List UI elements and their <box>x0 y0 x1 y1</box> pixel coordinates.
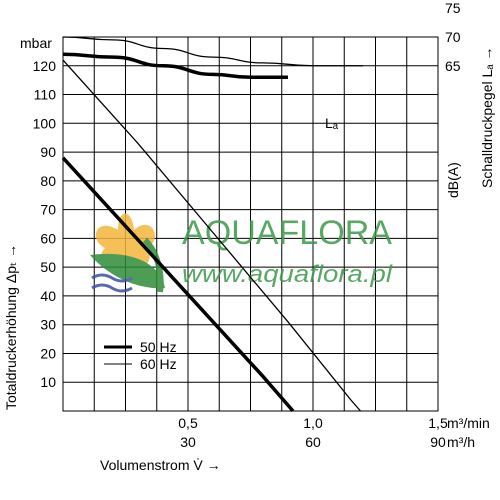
y-tick-label: 110 <box>34 87 57 103</box>
x-tick-label-1: 1,0 <box>303 415 323 431</box>
logo-stem-icon <box>142 237 164 293</box>
grid <box>63 37 438 411</box>
y-axis-label: Totaldruckerhöhung Δpₜ → <box>3 244 19 410</box>
noise-curve-50hz <box>62 52 288 80</box>
watermark-brand: AQUAFLORA <box>182 214 392 252</box>
y-tick-label: 50 <box>40 259 56 275</box>
pressure-curve-60hz <box>62 59 361 412</box>
plot-frame <box>62 36 439 412</box>
right-tick-label: 75 <box>445 0 461 16</box>
x-tick-label-2: 60 <box>305 434 321 450</box>
y-tick-label: 100 <box>33 115 57 131</box>
right-tick-labels: 65 70 75 <box>445 0 461 74</box>
y-tick-label: 10 <box>40 374 56 390</box>
pressure-curve-50hz <box>61 156 295 413</box>
series-group <box>61 36 363 413</box>
right-tick-label: 70 <box>445 29 461 45</box>
x-tick-label-1: 1,5 <box>428 415 448 431</box>
logo-wave-icon <box>91 273 133 293</box>
watermark-url: www.aquaflora.pl <box>182 261 393 288</box>
y-tick-label: 90 <box>40 144 56 160</box>
y-tick-label: 20 <box>40 345 56 361</box>
y-tick-label: 60 <box>40 230 56 246</box>
x-tick-label-2: 30 <box>180 434 196 450</box>
right-tick-label: 65 <box>445 58 461 74</box>
y-tick-label: 30 <box>40 317 56 333</box>
x-unit-1: m³/min <box>447 415 490 431</box>
aquaflora-logo <box>90 213 165 293</box>
legend-label-60hz: 60 Hz <box>140 356 177 372</box>
y-tick-label: 80 <box>40 173 56 189</box>
legend: 50 Hz 60 Hz <box>104 339 177 372</box>
x-tick-labels: 0,5 1,0 1,5 30 60 90 <box>178 415 448 450</box>
right-axis-label: Schalldruckpegel Lₐ → <box>479 47 495 188</box>
right-unit: dB(A) <box>445 162 461 198</box>
noise-curve-60hz <box>62 36 363 67</box>
y-tick-label: 70 <box>40 202 56 218</box>
y-tick-labels: 10 20 30 40 50 60 70 80 90 100 110 120 <box>33 58 57 390</box>
x-tick-label-1: 0,5 <box>178 415 198 431</box>
logo-leaf-icon <box>90 253 165 289</box>
x-tick-label-2: 90 <box>430 434 446 450</box>
y-tick-label: 120 <box>33 58 57 74</box>
y-tick-label: 40 <box>40 288 56 304</box>
legend-label-50hz: 50 Hz <box>140 339 177 355</box>
noise-curve-label: Lₐ <box>325 115 339 131</box>
x-axis-label: Volumenstrom V̇ → <box>100 457 221 473</box>
x-unit-2: m³/h <box>447 434 475 450</box>
y-unit: mbar <box>20 35 52 51</box>
